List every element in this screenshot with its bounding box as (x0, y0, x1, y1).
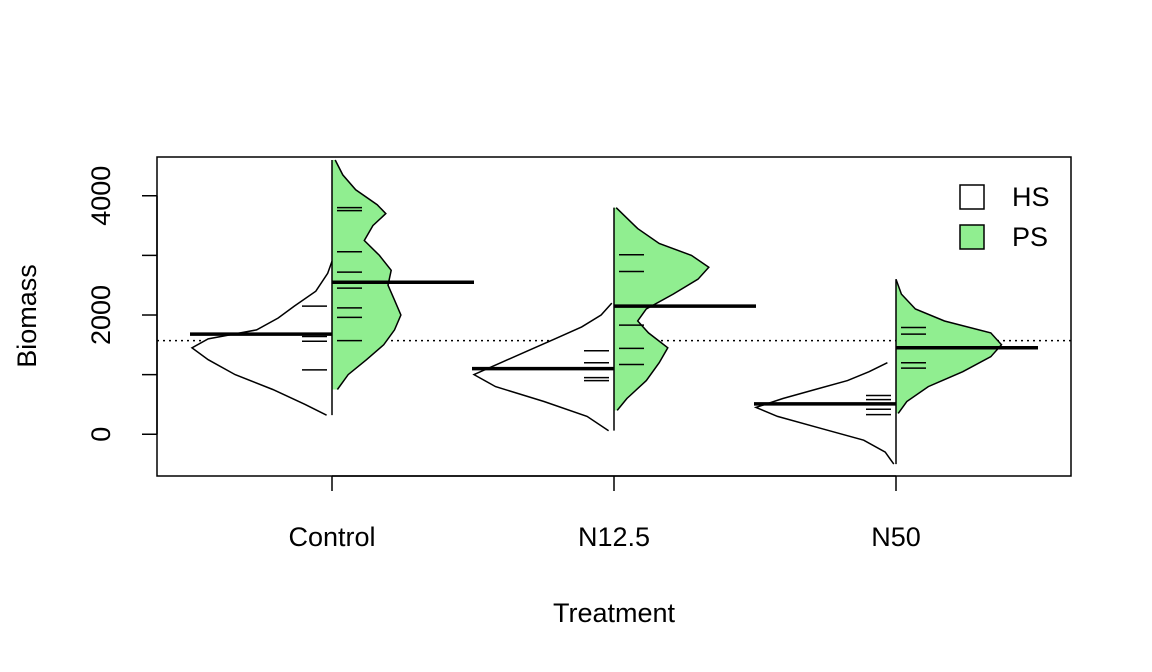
y-tick-label: 2000 (86, 285, 116, 345)
legend-swatch-ps (959, 224, 985, 250)
bean-fill-hs-n50 (756, 362, 896, 465)
bean-outline-hs-n125 (472, 302, 613, 432)
y-axis-label: Biomass (12, 264, 42, 368)
x-axis: Control N12.5 N50 (288, 475, 921, 552)
x-tick-label: N12.5 (578, 522, 650, 552)
y-tick-label: 4000 (86, 166, 116, 226)
bean-fill-hs-control (192, 261, 332, 416)
x-tick-label: N50 (871, 522, 921, 552)
plot-layer (157, 159, 1071, 465)
bean-outline-ps-n50 (895, 278, 1003, 414)
bean-outline-ps-n125 (615, 207, 710, 411)
legend: HS PS (959, 182, 1050, 252)
y-tick-label: 0 (86, 427, 116, 442)
y-axis: 0 2000 4000 (86, 166, 158, 442)
bean-outline-hs-n50 (753, 362, 895, 465)
bean-fill-ps-n125 (614, 207, 709, 411)
bean-fill-hs-n125 (474, 303, 614, 431)
bean-fill-ps-control (332, 159, 401, 390)
legend-swatch-hs (959, 184, 985, 210)
legend-label-ps: PS (1012, 222, 1048, 252)
bean-outline-hs-control (190, 261, 333, 416)
legend-label-hs: HS (1012, 182, 1050, 212)
x-axis-label: Treatment (553, 598, 676, 628)
bean-outline-ps-control (334, 159, 402, 390)
x-tick-label: Control (288, 522, 375, 552)
